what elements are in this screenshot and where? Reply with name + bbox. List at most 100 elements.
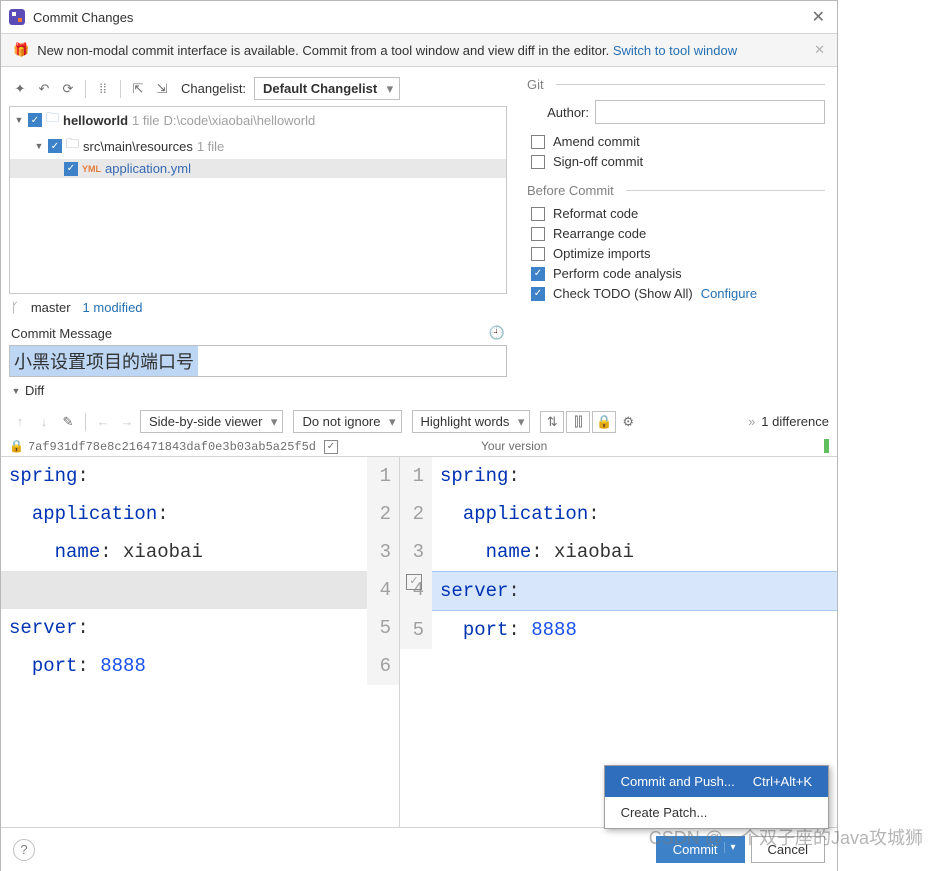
checkbox[interactable]	[531, 207, 545, 221]
diff-toolbar: ↑ ↓ ✎ ← → Side-by-side viewer Do not ign…	[1, 404, 837, 439]
chevron-down-icon[interactable]: ▼	[34, 141, 44, 151]
commit-msg-label-row: Commit Message 🕘	[9, 321, 507, 345]
signoff-option[interactable]: Sign-off commit	[531, 154, 825, 169]
checkbox[interactable]: ✓	[28, 113, 42, 127]
branch-name: master	[31, 300, 71, 315]
tree-folder[interactable]: ▼ ✓ 🗀 src\main\resources 1 file	[10, 133, 506, 159]
rearrange-label: Rearrange code	[553, 226, 646, 241]
checkbox[interactable]	[531, 155, 545, 169]
todo-label: Check TODO (Show All)	[553, 286, 693, 301]
left-diff-header: 🔒 7af931df78e8c216471843daf0e3b03ab5a25f…	[9, 439, 481, 454]
close-icon[interactable]: ✕	[808, 7, 829, 27]
forward-icon[interactable]: →	[116, 411, 138, 433]
changes-tree[interactable]: ▼ ✓ 🗀 helloworld 1 file D:\code\xiaobai\…	[9, 106, 507, 294]
redo-icon[interactable]: ⟳	[57, 78, 79, 100]
left-hash: 7af931df78e8c216471843daf0e3b03ab5a25f5d	[28, 440, 316, 454]
diff-file-headers: 🔒 7af931df78e8c216471843daf0e3b03ab5a25f…	[1, 439, 837, 456]
diff-header[interactable]: ▼ Diff	[9, 377, 507, 400]
refresh-icon[interactable]: ✦	[9, 78, 31, 100]
menu-create-patch-label: Create Patch...	[621, 805, 708, 820]
modified-count[interactable]: 1 modified	[83, 300, 143, 315]
reformat-option[interactable]: Reformat code	[531, 206, 825, 221]
menu-shortcut: Ctrl+Alt+K	[753, 774, 812, 789]
todo-option[interactable]: ✓ Check TODO (Show All) Configure	[531, 286, 825, 301]
branch-row: ᚴ master 1 modified	[9, 294, 507, 321]
help-icon[interactable]: ?	[13, 839, 35, 861]
signoff-label: Sign-off commit	[553, 154, 643, 169]
analysis-option[interactable]: ✓ Perform code analysis	[531, 266, 825, 281]
banner-close-icon[interactable]: ✕	[814, 42, 825, 58]
tree-file[interactable]: ✓ YML application.yml	[10, 159, 506, 178]
edit-icon[interactable]: ✎	[57, 411, 79, 433]
menu-commit-push-label: Commit and Push...	[621, 774, 735, 789]
menu-commit-push[interactable]: Commit and Push... Ctrl+Alt+K	[605, 766, 828, 797]
checkbox[interactable]	[531, 247, 545, 261]
commit-dropdown-menu: Commit and Push... Ctrl+Alt+K Create Pat…	[604, 765, 829, 829]
viewer-combo[interactable]: Side-by-side viewer	[140, 410, 283, 433]
highlight-combo[interactable]: Highlight words	[412, 410, 531, 433]
collapse-unchanged-icon[interactable]: ⇅	[540, 411, 564, 433]
info-banner: 🎁 New non-modal commit interface is avai…	[1, 34, 837, 67]
left-panel: ✦ ↶ ⟳ ⁞⁞ ⇱ ⇲ Changelist: Default Changel…	[1, 67, 515, 404]
checkbox[interactable]: ✓	[48, 139, 62, 153]
commit-dialog: Commit Changes ✕ 🎁 New non-modal commit …	[0, 0, 838, 871]
diff-count: 1 difference	[761, 414, 829, 429]
analysis-label: Perform code analysis	[553, 266, 682, 281]
author-input[interactable]	[595, 100, 825, 124]
lock-icon[interactable]: 🔒	[592, 411, 616, 433]
tree-root[interactable]: ▼ ✓ 🗀 helloworld 1 file D:\code\xiaobai\…	[10, 107, 506, 133]
git-section-label: Git	[527, 77, 552, 92]
amend-option[interactable]: Amend commit	[531, 134, 825, 149]
history-icon[interactable]: 🕘	[489, 325, 505, 341]
separator	[120, 80, 121, 98]
dialog-title: Commit Changes	[33, 10, 133, 25]
separator	[85, 80, 86, 98]
right-panel: Git Author: Amend commit Sign-off commit…	[515, 67, 837, 404]
banner-text: New non-modal commit interface is availa…	[37, 43, 609, 58]
separator	[626, 190, 825, 191]
commit-msg-input[interactable]: 小黑设置项目的端口号	[9, 345, 507, 377]
checkbox[interactable]: ✓	[531, 287, 545, 301]
next-diff-icon[interactable]: ↓	[33, 411, 55, 433]
folder-icon: 🗀	[66, 135, 79, 157]
rearrange-option[interactable]: Rearrange code	[531, 226, 825, 241]
optimize-label: Optimize imports	[553, 246, 651, 261]
status-indicator	[824, 439, 829, 453]
chevron-down-icon[interactable]: ▼	[14, 115, 24, 125]
separator	[85, 413, 86, 431]
branch-icon: ᚴ	[11, 300, 19, 315]
optimize-option[interactable]: Optimize imports	[531, 246, 825, 261]
back-icon[interactable]: ←	[92, 411, 114, 433]
checkbox[interactable]: ✓	[324, 440, 338, 454]
checkbox[interactable]	[531, 135, 545, 149]
before-commit-label: Before Commit	[527, 183, 622, 198]
checkbox[interactable]: ✓	[531, 267, 545, 281]
git-section-header: Git	[527, 77, 825, 92]
ignore-combo[interactable]: Do not ignore	[293, 410, 401, 433]
folder-icon: 🗀	[46, 109, 59, 131]
group-icon[interactable]: ⁞⁞	[92, 78, 114, 100]
chevron-down-icon[interactable]: ▼	[11, 386, 21, 396]
tree-root-meta1: 1 file	[132, 113, 159, 128]
sync-scroll-icon[interactable]: ⫿⫿	[566, 411, 590, 433]
banner-link[interactable]: Switch to tool window	[613, 43, 737, 58]
reformat-label: Reformat code	[553, 206, 638, 221]
prev-diff-icon[interactable]: ↑	[9, 411, 31, 433]
checkbox[interactable]	[531, 227, 545, 241]
diff-count-area: » 1 difference	[748, 414, 829, 429]
commit-msg-value: 小黑设置项目的端口号	[10, 346, 198, 376]
collapse-icon[interactable]: ⇲	[151, 78, 173, 100]
menu-create-patch[interactable]: Create Patch...	[605, 797, 828, 828]
gear-icon[interactable]: ⚙	[618, 414, 638, 430]
changelist-combo[interactable]: Default Changelist	[254, 77, 400, 100]
more-icon[interactable]: »	[748, 414, 755, 429]
right-label: Your version	[481, 439, 547, 453]
app-logo-icon	[9, 9, 25, 25]
expand-icon[interactable]: ⇱	[127, 78, 149, 100]
configure-link[interactable]: Configure	[701, 286, 757, 301]
undo-icon[interactable]: ↶	[33, 78, 55, 100]
checkbox[interactable]: ✓	[64, 162, 78, 176]
tree-root-meta2: D:\code\xiaobai\helloworld	[163, 113, 315, 128]
line-checkbox[interactable]: ✓	[406, 574, 422, 590]
diff-left[interactable]: spring:1 application:2 name: xiaobai3 4 …	[1, 457, 399, 827]
